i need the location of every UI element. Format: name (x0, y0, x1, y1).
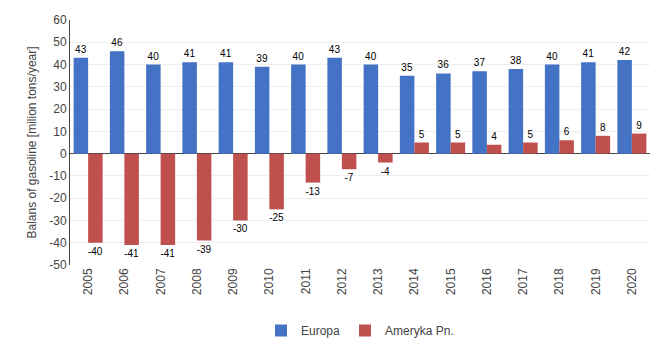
svg-text:-10: -10 (49, 169, 67, 183)
svg-text:2005: 2005 (81, 268, 95, 295)
svg-text:-30: -30 (233, 223, 248, 234)
svg-text:60: 60 (53, 13, 67, 27)
svg-text:5: 5 (455, 129, 461, 140)
svg-text:43: 43 (329, 44, 341, 55)
svg-text:2012: 2012 (335, 268, 349, 295)
svg-text:41: 41 (583, 48, 595, 59)
svg-text:-41: -41 (160, 248, 175, 259)
svg-text:39: 39 (256, 53, 268, 64)
svg-text:-20: -20 (49, 191, 67, 205)
svg-text:6: 6 (564, 126, 570, 137)
svg-text:-41: -41 (124, 248, 139, 259)
svg-text:38: 38 (510, 55, 522, 66)
svg-text:Balans of gasoline [milion ton: Balans of gasoline [milion tons/year] (25, 46, 39, 238)
svg-text:2014: 2014 (407, 268, 421, 295)
svg-text:-50: -50 (49, 258, 67, 272)
svg-text:41: 41 (220, 48, 232, 59)
svg-text:50: 50 (53, 35, 67, 49)
svg-text:-4: -4 (381, 166, 390, 177)
svg-text:Ameryka Pn.: Ameryka Pn. (385, 324, 454, 338)
svg-text:40: 40 (148, 51, 160, 62)
svg-text:-39: -39 (197, 244, 212, 255)
svg-text:Europa: Europa (301, 324, 340, 338)
svg-text:37: 37 (474, 57, 486, 68)
svg-text:2020: 2020 (625, 268, 639, 295)
svg-text:46: 46 (111, 37, 123, 48)
svg-text:2017: 2017 (516, 268, 530, 295)
svg-text:-25: -25 (269, 212, 284, 223)
svg-text:-30: -30 (49, 214, 67, 228)
svg-text:2011: 2011 (299, 268, 313, 294)
svg-text:40: 40 (293, 51, 305, 62)
svg-text:40: 40 (546, 51, 558, 62)
svg-text:10: 10 (53, 125, 67, 139)
svg-text:2019: 2019 (589, 268, 603, 295)
svg-text:2006: 2006 (117, 268, 131, 295)
svg-text:42: 42 (619, 46, 631, 57)
svg-text:36: 36 (438, 59, 450, 70)
svg-text:-40: -40 (88, 246, 103, 257)
svg-text:2010: 2010 (262, 268, 276, 295)
svg-text:9: 9 (636, 120, 642, 131)
svg-text:2009: 2009 (226, 268, 240, 295)
svg-text:2008: 2008 (190, 268, 204, 295)
svg-text:35: 35 (401, 62, 413, 73)
svg-text:20: 20 (53, 102, 67, 116)
svg-text:5: 5 (527, 129, 533, 140)
svg-text:40: 40 (53, 58, 67, 72)
svg-text:4: 4 (491, 131, 497, 142)
svg-text:2007: 2007 (154, 268, 168, 295)
svg-text:2015: 2015 (444, 268, 458, 295)
svg-text:-13: -13 (305, 186, 320, 197)
svg-text:5: 5 (419, 129, 425, 140)
svg-text:-7: -7 (344, 172, 353, 183)
svg-text:41: 41 (184, 48, 196, 59)
svg-text:30: 30 (53, 80, 67, 94)
svg-text:40: 40 (365, 51, 377, 62)
svg-text:2018: 2018 (552, 268, 566, 295)
svg-text:-40: -40 (49, 236, 67, 250)
svg-text:8: 8 (600, 122, 606, 133)
svg-text:0: 0 (60, 147, 67, 161)
svg-text:43: 43 (75, 44, 87, 55)
svg-text:2013: 2013 (371, 268, 385, 295)
svg-text:2016: 2016 (480, 268, 494, 295)
